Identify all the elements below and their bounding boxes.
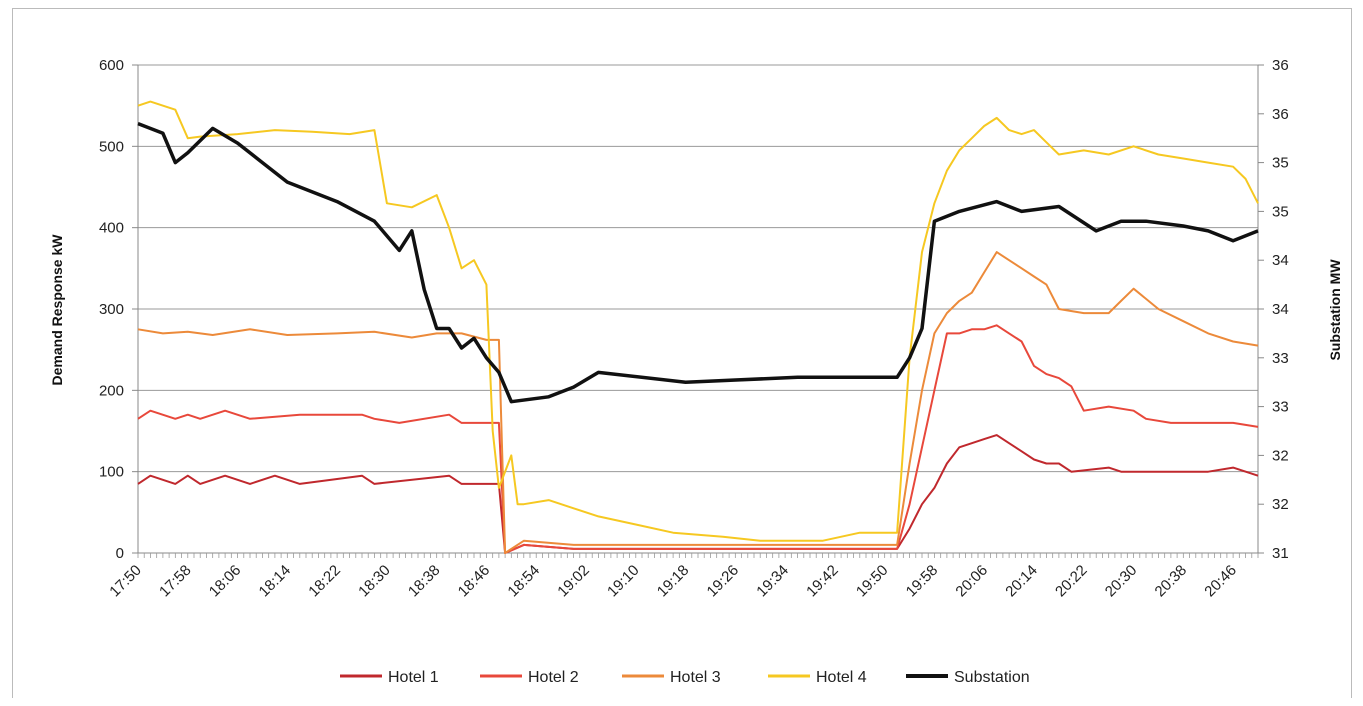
y2-tick-label: 36 [1272,106,1289,123]
series-line-hotel-4 [137,100,1259,542]
y2-tick-label: 36 [1272,57,1289,74]
x-tick-label: 20:22 [1052,562,1091,601]
x-tick-label: 19:18 [654,562,693,601]
x-tick-label: 19:02 [554,562,593,601]
gridlines [138,64,1258,473]
x-tick-label: 18:22 [305,562,344,601]
x-tick-label: 18:30 [355,562,394,601]
x-tick-label: 17:50 [106,562,145,601]
series-line-hotel-3 [137,251,1259,554]
y-tick-label: 200 [99,382,124,399]
y2-tick-label: 32 [1272,496,1289,513]
x-axis-ticks: 17:50 17:58 18:06 18:14 18:22 18:30 18:38 18:46… [106,562,1240,601]
y-tick-label: 600 [99,57,124,74]
legend-label: Hotel 3 [670,669,721,686]
x-tick-label: 20:46 [1201,562,1240,601]
y2-axis-title: Substation MW [1327,259,1343,361]
x-tick-label: 19:42 [803,562,842,601]
y2-tick-label: 32 [1272,447,1289,464]
right-axis-ticks: 31 32 32 33 33 34 34 35 35 36 36 [1258,57,1289,562]
series-line-substation [137,121,1259,404]
x-tick-label: 18:54 [504,562,543,601]
series-line-hotel-2 [137,324,1259,554]
x-tick-label: 20:06 [952,562,991,601]
series-lines [137,100,1259,554]
y-axis-title: Demand Response kW [49,234,65,386]
y2-tick-label: 33 [1272,350,1289,367]
x-tick-label: 19:26 [704,562,743,601]
legend-label: Substation [954,669,1030,686]
y2-tick-label: 31 [1272,545,1289,562]
y-tick-label: 500 [99,138,124,155]
legend-label: Hotel 2 [528,669,579,686]
x-tick-label: 18:38 [405,562,444,601]
y2-tick-label: 35 [1272,155,1289,172]
legend: Hotel 1 Hotel 2 Hotel 3 Hotel 4 Substation [340,669,1030,686]
y-tick-label: 0 [116,545,124,562]
x-tick-label: 20:14 [1002,562,1041,601]
y2-tick-label: 34 [1272,252,1289,269]
x-tick-label: 20:38 [1152,562,1191,601]
x-tick-label: 17:58 [156,562,195,601]
left-axis-ticks: 0 100 200 300 400 500 600 [99,57,138,562]
y2-tick-label: 35 [1272,203,1289,220]
y-tick-label: 400 [99,220,124,237]
x-tick-label: 19:10 [604,562,643,601]
y-tick-label: 100 [99,464,124,481]
legend-label: Hotel 4 [816,669,867,686]
x-tick-label: 19:50 [853,562,892,601]
series-line-hotel-1 [137,434,1259,554]
x-tick-label: 18:14 [256,562,295,601]
legend-label: Hotel 1 [388,669,439,686]
x-tick-label: 20:30 [1102,562,1141,601]
y-tick-label: 300 [99,301,124,318]
x-tick-label: 19:58 [903,562,942,601]
x-tick-label: 18:06 [206,562,245,601]
x-tick-label: 18:46 [455,562,494,601]
chart-frame [12,8,1352,698]
y2-tick-label: 34 [1272,301,1289,318]
x-tick-label: 19:34 [753,562,792,601]
y2-tick-label: 33 [1272,399,1289,416]
